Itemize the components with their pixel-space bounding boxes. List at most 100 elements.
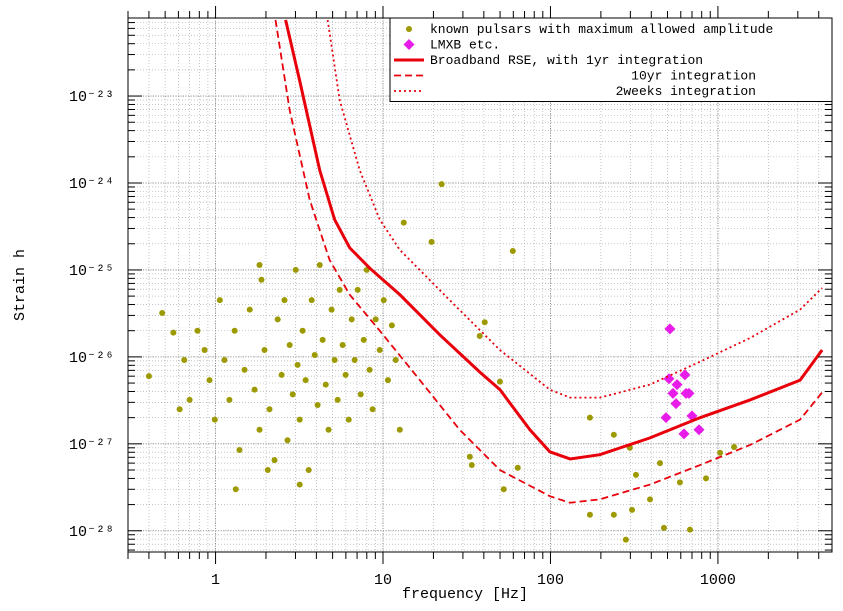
circle-marker <box>278 371 285 378</box>
circle-marker <box>246 306 253 313</box>
legend-label: known pulsars with maximum allowed ampli… <box>430 22 773 37</box>
diamond-marker <box>678 428 690 440</box>
circle-marker <box>468 462 475 469</box>
circle-marker <box>351 357 358 364</box>
x-tick-label: 10 <box>374 572 392 589</box>
circle-marker <box>366 366 373 373</box>
circle-marker <box>703 475 710 482</box>
circle-marker <box>586 511 593 518</box>
legend-label: Broadband RSE, with 1yr integration <box>430 53 703 68</box>
circle-marker <box>348 316 355 323</box>
circle-marker <box>256 261 263 268</box>
circle-marker <box>372 316 379 323</box>
circle-marker <box>514 464 521 471</box>
circle-marker <box>396 426 403 433</box>
circle-marker <box>610 511 617 518</box>
x-tick-label: 1000 <box>700 572 736 589</box>
circle-marker <box>345 416 352 423</box>
circle-marker <box>305 467 312 474</box>
circle-marker <box>181 357 188 364</box>
circle-marker <box>717 449 724 456</box>
circle-marker <box>354 286 361 293</box>
circle-marker <box>586 414 593 421</box>
circle-marker <box>647 496 654 503</box>
circle-marker <box>236 446 243 453</box>
circle-marker <box>316 261 323 268</box>
circle-marker <box>686 526 693 533</box>
y-tick-label: 10⁻²⁷ <box>69 437 114 454</box>
circle-marker <box>201 346 208 353</box>
circle-marker <box>388 322 395 329</box>
axes: 1 10 100 1000 10⁻²⁸ 10⁻²⁷ 10⁻²⁶ 10⁻²⁵ 10⁻²⁴ 10⁻²³ <box>69 6 832 589</box>
circle-marker <box>266 406 273 413</box>
circle-marker <box>481 319 488 326</box>
circle-marker <box>314 401 321 408</box>
circle-marker <box>145 373 152 380</box>
circle-marker <box>292 266 299 273</box>
curve <box>274 19 823 504</box>
x-tick-label: 1 <box>211 572 220 589</box>
y-axis-label: Strain h <box>12 249 29 321</box>
legend: known pulsars with maximum allowed ampli… <box>389 17 833 102</box>
circle-marker <box>500 486 507 493</box>
circle-marker <box>334 396 341 403</box>
circle-marker <box>676 479 683 486</box>
circle-marker <box>509 248 516 255</box>
legend-box <box>389 17 833 102</box>
legend-label: LMXB etc. <box>430 38 500 53</box>
circle-marker <box>221 357 228 364</box>
circle-marker <box>274 316 281 323</box>
circle-marker <box>466 453 473 460</box>
circle-marker <box>360 336 367 343</box>
circle-marker <box>289 391 296 398</box>
circle-marker <box>322 381 329 388</box>
circle-marker <box>241 366 248 373</box>
diamond-marker <box>664 323 676 335</box>
legend-label: 10yr integration <box>631 69 756 84</box>
circle-marker <box>384 377 391 384</box>
circle-marker <box>256 426 263 433</box>
circle-marker <box>216 297 223 304</box>
diamond-marker <box>663 373 675 385</box>
diamond-marker <box>683 387 695 399</box>
y-tick-label: 10⁻²⁶ <box>69 350 114 367</box>
grid <box>127 18 832 552</box>
circle-marker <box>392 357 399 364</box>
diamond-marker <box>660 412 672 424</box>
circle-marker <box>496 378 503 385</box>
circle-marker <box>226 396 233 403</box>
circle-marker <box>232 486 239 493</box>
circle-marker <box>286 341 293 348</box>
circle-marker <box>342 371 349 378</box>
diamond-marker <box>403 39 415 50</box>
circle-marker <box>261 346 268 353</box>
circle-marker <box>231 327 238 334</box>
circle-marker <box>610 431 617 438</box>
circle-marker <box>380 297 387 304</box>
diamond-marker <box>679 369 691 381</box>
circle-marker <box>302 377 309 384</box>
circle-marker <box>271 457 278 464</box>
circle-marker <box>206 377 213 384</box>
circle-marker <box>211 416 218 423</box>
legend-label: 2weeks integration <box>616 84 756 99</box>
plot-area <box>145 19 824 543</box>
diamond-marker <box>667 387 679 399</box>
circle-marker <box>476 332 483 339</box>
circle-marker <box>281 297 288 304</box>
curve <box>326 19 823 399</box>
y-tick-label: 10⁻²⁵ <box>69 263 114 280</box>
circle-marker <box>632 471 639 478</box>
y-tick-label: 10⁻²⁸ <box>69 524 114 541</box>
circle-marker <box>336 286 343 293</box>
circle-marker <box>284 437 291 444</box>
circle-marker <box>296 481 303 488</box>
circle-marker <box>170 329 177 336</box>
circle-marker <box>339 341 346 348</box>
circle-marker <box>731 443 738 450</box>
circle-marker <box>159 309 166 316</box>
diamond-marker <box>693 424 705 436</box>
circle-marker <box>657 460 664 467</box>
circle-marker <box>369 406 376 413</box>
